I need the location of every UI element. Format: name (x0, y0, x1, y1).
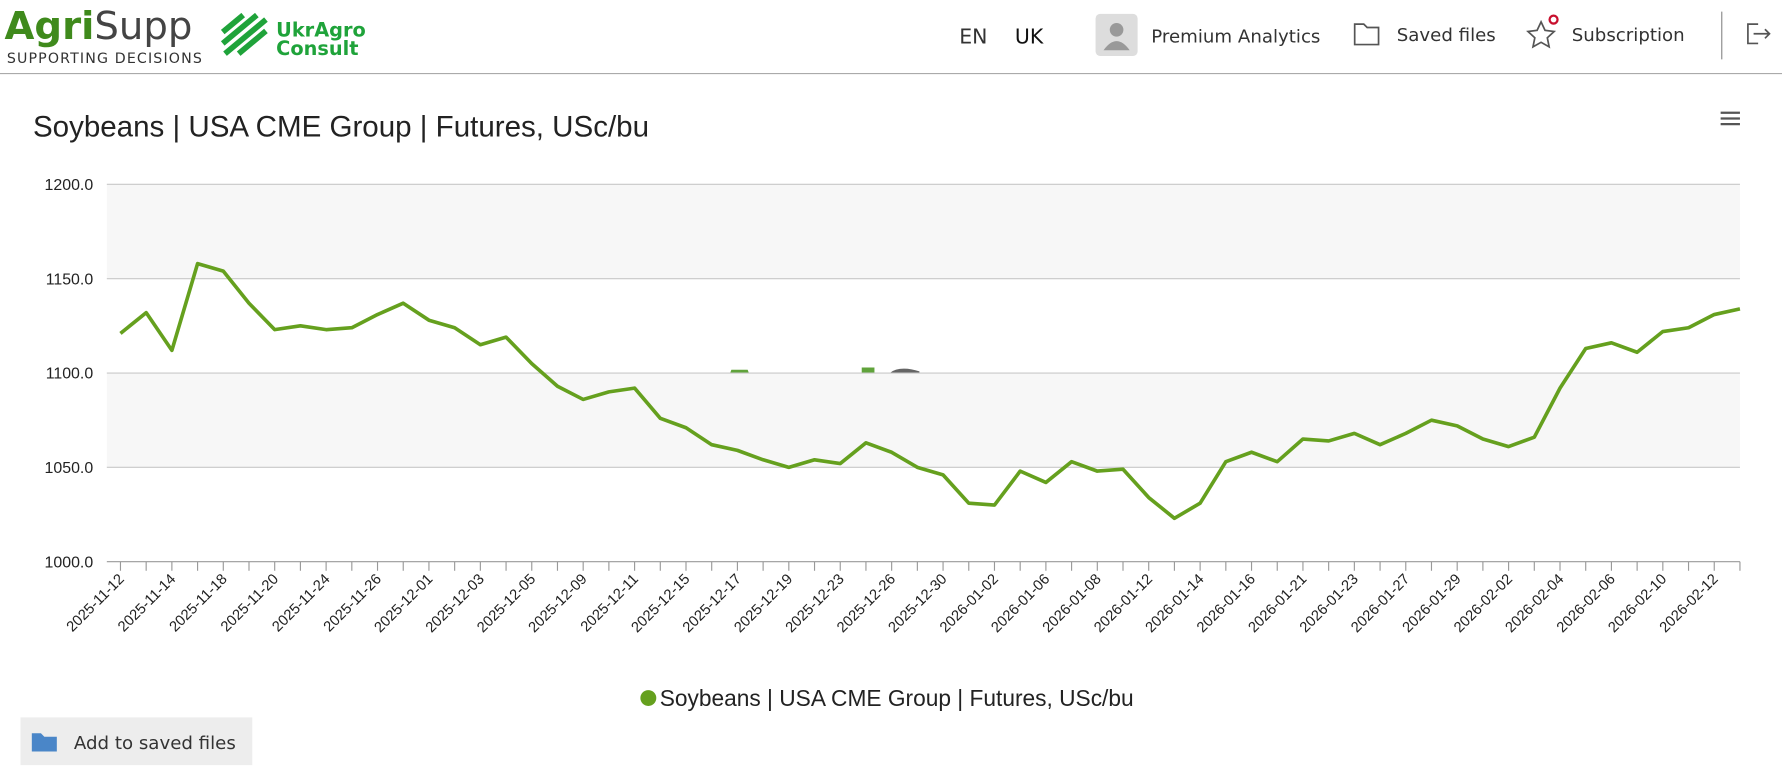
badge (1548, 14, 1559, 25)
plot-band (106, 184, 1740, 279)
button-label[interactable]: Add to saved files (74, 733, 236, 754)
avatar-head (1109, 22, 1124, 37)
logo[interactable]: AgriSupp (5, 4, 193, 49)
logo-supp[interactable]: Supp (94, 4, 192, 49)
partner-name: Consult (276, 37, 358, 60)
menu-icon[interactable] (1720, 111, 1740, 126)
partner-name: UkrAgro (276, 19, 366, 42)
nav-item[interactable]: Saved files (1397, 25, 1496, 46)
y-tick-label: 1100.0 (46, 366, 94, 383)
folder-icon (31, 733, 57, 752)
chart-title: Soybeans | USA CME Group | Futures, USc/… (33, 111, 649, 144)
plot-band (106, 373, 1740, 468)
partner-icon (220, 12, 268, 56)
logo-tagline: SUPPORTING DECISIONS (7, 51, 203, 67)
y-tick-label: 1200.0 (45, 177, 94, 194)
folder-icon[interactable] (1353, 23, 1380, 46)
y-tick-label: 1150.0 (46, 271, 94, 288)
header: AgriSupp SUPPORTING DECISIONS UkrAgro Co… (0, 4, 1782, 75)
logo-agri[interactable]: Agri (5, 4, 95, 49)
nav-item[interactable]: Subscription (1572, 25, 1685, 46)
legend-marker (640, 690, 657, 707)
add-button[interactable]: Add to saved files (20, 717, 253, 766)
legend-label[interactable]: Soybeans | USA CME Group | Futures, USc/… (660, 685, 1134, 711)
y-tick-label: 1000.0 (45, 554, 94, 571)
nav-item[interactable]: Premium Analytics (1151, 26, 1320, 47)
language[interactable]: EN (959, 24, 987, 48)
series-line (119, 261, 1741, 521)
y-tick-label: 1050.0 (45, 460, 94, 477)
star-icon[interactable] (1526, 19, 1557, 49)
logout-icon[interactable] (1747, 23, 1771, 45)
avatar-body (1103, 41, 1130, 51)
button-bg[interactable] (20, 717, 253, 766)
language[interactable]: UK (1015, 24, 1044, 48)
